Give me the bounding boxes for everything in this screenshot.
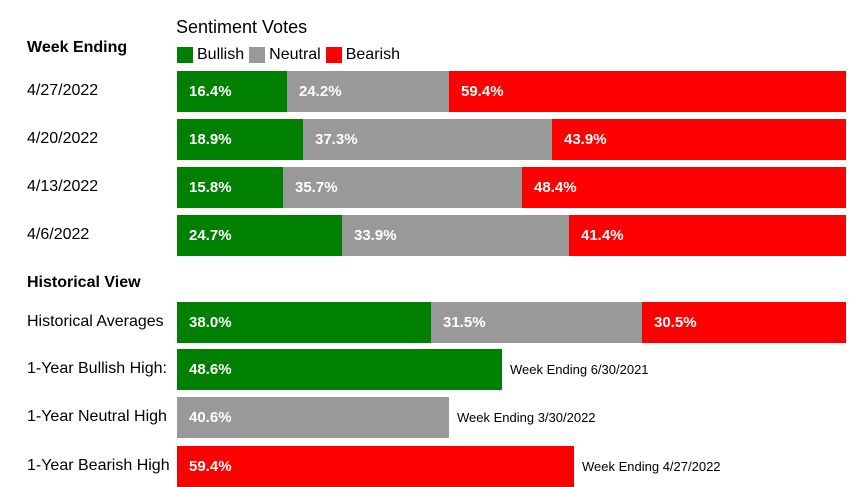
high-bar-segment: 59.4% [177,446,574,487]
legend-label-bullish: Bullish [197,46,245,63]
high-week-note: Week Ending 4/27/2022 [582,458,721,474]
week-label: 4/13/2022 [27,178,99,195]
neutral-segment: 35.7% [283,167,522,208]
high-bar: 48.6% Week Ending 6/30/2021 [177,349,846,390]
legend-swatch-neutral [249,47,266,63]
bullish-segment: 24.7% [177,215,342,256]
bullish-segment: 16.4% [177,71,287,112]
week-label: 4/27/2022 [27,82,99,99]
bullish-segment: 15.8% [177,167,283,208]
bullish-segment: 18.9% [177,119,303,160]
historical-view-header: Historical View [27,274,141,291]
legend-label-neutral: Neutral [269,46,321,63]
neutral-segment: 37.3% [303,119,552,160]
high-label: 1-Year Bullish High: [27,360,167,377]
high-week-note: Week Ending 6/30/2021 [510,361,649,377]
high-bar: 40.6% Week Ending 3/30/2022 [177,397,846,438]
week-bar: 15.8% 35.7% 48.4% [177,167,846,208]
week-bar: 24.7% 33.9% 41.4% [177,215,846,256]
bullish-segment: 38.0% [177,302,431,343]
week-ending-header: Week Ending [27,39,128,56]
legend-item-bullish: Bullish [177,45,244,65]
week-label: 4/6/2022 [27,226,90,243]
high-label: 1-Year Bearish High [27,457,170,474]
neutral-segment: 24.2% [287,71,449,112]
historical-averages-bar: 38.0% 31.5% 30.5% [177,302,846,343]
legend-title: Sentiment Votes [176,17,308,37]
legend: Bullish Neutral Bearish [177,45,405,65]
historical-averages-label: Historical Averages [27,313,164,330]
bearish-segment: 30.5% [642,302,846,343]
legend-swatch-bullish [177,47,193,63]
bearish-segment: 48.4% [522,167,846,208]
week-bar: 16.4% 24.2% 59.4% [177,71,846,112]
legend-item-neutral: Neutral [249,45,321,65]
week-label: 4/20/2022 [27,130,99,147]
week-bar: 18.9% 37.3% 43.9% [177,119,846,160]
high-week-note: Week Ending 3/30/2022 [457,409,596,425]
legend-label-bearish: Bearish [345,46,400,63]
neutral-segment: 33.9% [342,215,569,256]
high-bar-segment: 48.6% [177,349,502,390]
legend-swatch-bearish [325,47,342,63]
bearish-segment: 41.4% [569,215,846,256]
high-bar: 59.4% Week Ending 4/27/2022 [177,446,846,487]
high-bar-segment: 40.6% [177,397,449,438]
bearish-segment: 59.4% [449,71,846,112]
high-label: 1-Year Neutral High [27,408,167,425]
neutral-segment: 31.5% [431,302,642,343]
bearish-segment: 43.9% [552,119,846,160]
legend-item-bearish: Bearish [325,45,400,65]
